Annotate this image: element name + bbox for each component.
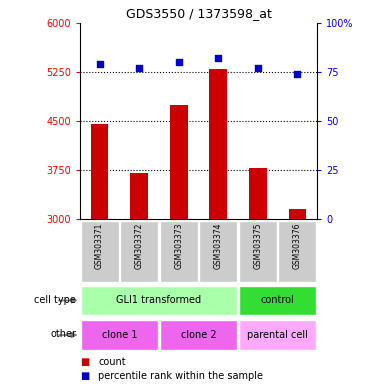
Text: GSM303372: GSM303372 (135, 223, 144, 269)
Text: cell type: cell type (34, 295, 76, 305)
FancyBboxPatch shape (239, 222, 277, 281)
FancyBboxPatch shape (199, 222, 237, 281)
Bar (91, 124, 108, 219)
Text: ■: ■ (80, 371, 89, 381)
Text: control: control (261, 295, 295, 306)
FancyBboxPatch shape (239, 320, 316, 350)
Bar (209, 69, 227, 219)
Point (295, 71, 301, 77)
FancyBboxPatch shape (160, 222, 198, 281)
Title: GDS3550 / 1373598_at: GDS3550 / 1373598_at (125, 7, 272, 20)
Text: GSM303375: GSM303375 (253, 223, 262, 269)
FancyBboxPatch shape (81, 286, 237, 315)
Text: count: count (98, 357, 126, 367)
Text: GSM303371: GSM303371 (95, 223, 104, 269)
Text: clone 2: clone 2 (181, 330, 216, 340)
Text: GSM303376: GSM303376 (293, 223, 302, 269)
Point (96, 61, 102, 67)
Text: clone 1: clone 1 (102, 330, 137, 340)
Point (176, 59, 182, 65)
Bar (170, 104, 188, 219)
FancyBboxPatch shape (278, 222, 316, 281)
Text: GSM303374: GSM303374 (214, 223, 223, 269)
Text: parental cell: parental cell (247, 330, 308, 340)
FancyBboxPatch shape (160, 320, 237, 350)
Point (215, 55, 221, 61)
Text: other: other (50, 329, 76, 339)
Text: ■: ■ (80, 357, 89, 367)
Text: GSM303373: GSM303373 (174, 223, 183, 269)
Point (255, 65, 261, 71)
Text: percentile rank within the sample: percentile rank within the sample (98, 371, 263, 381)
FancyBboxPatch shape (81, 320, 158, 350)
Bar (249, 168, 267, 219)
FancyBboxPatch shape (239, 286, 316, 315)
Point (136, 65, 142, 71)
Text: GLI1 transformed: GLI1 transformed (116, 295, 201, 306)
FancyBboxPatch shape (81, 222, 119, 281)
Bar (130, 173, 148, 219)
Bar (289, 209, 306, 219)
FancyBboxPatch shape (120, 222, 158, 281)
